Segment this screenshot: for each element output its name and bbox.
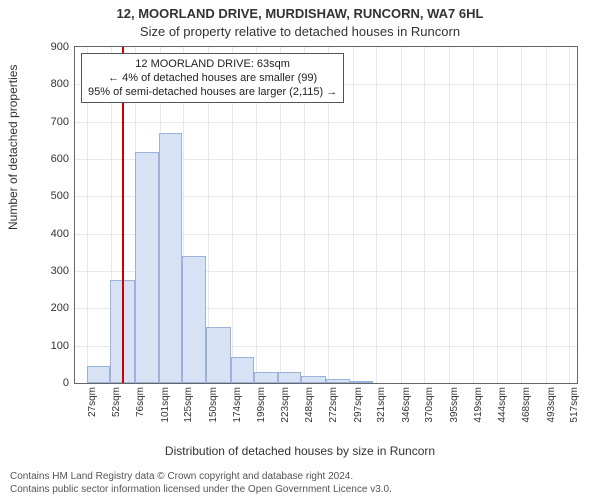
gridline-v [569, 47, 570, 383]
histogram-plot: 010020030040050060070080090027sqm52sqm76… [74, 46, 578, 384]
x-tick-label: 248sqm [304, 387, 315, 423]
x-tick-label: 395sqm [449, 387, 460, 423]
x-tick-label: 517sqm [569, 387, 580, 423]
gridline-v [497, 47, 498, 383]
y-tick-label: 700 [51, 116, 69, 128]
histogram-bar [87, 366, 111, 383]
x-tick-label: 199sqm [256, 387, 267, 423]
x-tick-label: 27sqm [87, 387, 98, 417]
y-tick-label: 500 [51, 190, 69, 202]
gridline-v [401, 47, 402, 383]
x-tick-label: 174sqm [232, 387, 243, 423]
y-tick-label: 300 [51, 265, 69, 277]
gridline-v [376, 47, 377, 383]
gridline-v [424, 47, 425, 383]
x-tick-label: 272sqm [328, 387, 339, 423]
histogram-bar [326, 379, 350, 383]
gridline-v [353, 47, 354, 383]
chart-title-main: 12, MOORLAND DRIVE, MURDISHAW, RUNCORN, … [0, 6, 600, 21]
x-tick-label: 101sqm [160, 387, 171, 423]
footer-line-1: Contains HM Land Registry data © Crown c… [10, 470, 392, 483]
footer-line-2: Contains public sector information licen… [10, 483, 392, 496]
y-tick-label: 600 [51, 153, 69, 165]
histogram-bar [159, 133, 183, 383]
x-tick-label: 346sqm [401, 387, 412, 423]
y-tick-label: 100 [51, 340, 69, 352]
x-tick-label: 150sqm [208, 387, 219, 423]
info-box-line: 95% of semi-detached houses are larger (… [88, 85, 337, 99]
x-tick-label: 76sqm [135, 387, 146, 417]
x-tick-label: 223sqm [280, 387, 291, 423]
x-tick-label: 468sqm [521, 387, 532, 423]
property-info-box: 12 MOORLAND DRIVE: 63sqm← 4% of detached… [81, 53, 344, 103]
y-axis-label: Number of detached properties [6, 65, 20, 230]
y-tick-label: 900 [51, 41, 69, 53]
x-tick-label: 321sqm [376, 387, 387, 423]
y-tick-label: 200 [51, 302, 69, 314]
x-tick-label: 297sqm [353, 387, 364, 423]
histogram-bar [182, 256, 206, 383]
gridline-v [521, 47, 522, 383]
info-box-line: ← 4% of detached houses are smaller (99) [88, 71, 337, 85]
gridline-v [473, 47, 474, 383]
y-tick-label: 400 [51, 228, 69, 240]
x-tick-label: 52sqm [111, 387, 122, 417]
x-tick-label: 125sqm [183, 387, 194, 423]
histogram-bar [135, 152, 159, 383]
gridline-v [449, 47, 450, 383]
histogram-bar [301, 376, 326, 383]
gridline-h [75, 122, 577, 123]
chart-title-sub: Size of property relative to detached ho… [0, 24, 600, 39]
attribution-footer: Contains HM Land Registry data © Crown c… [10, 470, 392, 496]
histogram-bar [231, 357, 255, 383]
y-tick-label: 800 [51, 78, 69, 90]
x-tick-label: 444sqm [497, 387, 508, 423]
info-box-line: 12 MOORLAND DRIVE: 63sqm [88, 57, 337, 71]
histogram-bar [254, 372, 278, 383]
gridline-v [546, 47, 547, 383]
x-axis-label: Distribution of detached houses by size … [0, 444, 600, 458]
histogram-bar [350, 381, 374, 383]
y-tick-label: 0 [63, 377, 69, 389]
x-tick-label: 370sqm [424, 387, 435, 423]
x-tick-label: 493sqm [546, 387, 557, 423]
x-tick-label: 419sqm [473, 387, 484, 423]
histogram-bar [206, 327, 231, 383]
histogram-bar [278, 372, 302, 383]
